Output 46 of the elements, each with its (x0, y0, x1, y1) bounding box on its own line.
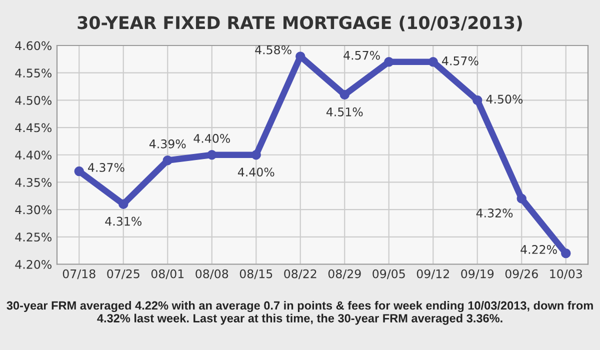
x-tick-label: 08/01 (151, 269, 184, 280)
point (516, 194, 526, 204)
point (340, 90, 350, 100)
text: 4.22% (520, 245, 557, 254)
text: 4.51% (326, 107, 363, 116)
point (251, 150, 261, 160)
text: 4.39% (149, 139, 186, 148)
y-tick-label: 4.25% (15, 232, 52, 242)
y-tick-label: 4.30% (15, 205, 52, 214)
text: 4.57% (344, 50, 380, 60)
x-tick-label: 10/03 (550, 269, 582, 280)
point (428, 57, 438, 67)
text: 4.31% (105, 216, 142, 226)
y-tick-label: 4.20% (15, 260, 52, 269)
point (384, 57, 394, 67)
x-tick-label: 08/29 (328, 269, 361, 280)
point (561, 248, 571, 258)
y-tick-label: 4.60% (15, 41, 52, 50)
text: 4.58% (255, 45, 292, 54)
y-tick-label: 4.35% (15, 178, 52, 187)
x-tick-label: 08/22 (284, 269, 316, 280)
x-tick-label: 09/26 (505, 269, 538, 280)
x-tick-label: 09/05 (372, 269, 405, 280)
chart-title: 30-YEAR FIXED RATE MORTGAGE (10/03/2013) (78, 16, 522, 32)
x-tick-label: 08/15 (240, 269, 272, 280)
y-tick-label: 4.45% (15, 123, 52, 132)
y-tick-label: 4.50% (15, 96, 52, 105)
text: 4.40% (194, 134, 230, 143)
point (118, 199, 128, 209)
x-tick-label: 08/08 (196, 269, 228, 280)
x-tick-label: 09/19 (461, 269, 494, 280)
point (472, 95, 482, 106)
x-tick-label: 09/12 (416, 269, 449, 280)
y-tick-label: 4.55% (15, 68, 52, 78)
x-tick-label: 07/25 (107, 269, 140, 280)
y-tick-label: 4.40% (15, 150, 52, 160)
text: 30-year FRM averaged 4.22% with an average 0.7 in points & fees for week ending 10/03/2013, down from 4.32% last week. Last year at this time, the 30-year FRM averaged 3.36%. (6, 301, 593, 325)
text: 4.40% (238, 168, 274, 177)
point (74, 166, 84, 176)
x-tick-label: 07/18 (62, 269, 96, 280)
text: 4.32% (476, 208, 513, 218)
text: 4.50% (486, 94, 523, 104)
point (207, 150, 217, 160)
point (162, 155, 172, 166)
text: 4.37% (88, 163, 124, 172)
text: 4.57% (442, 56, 478, 66)
